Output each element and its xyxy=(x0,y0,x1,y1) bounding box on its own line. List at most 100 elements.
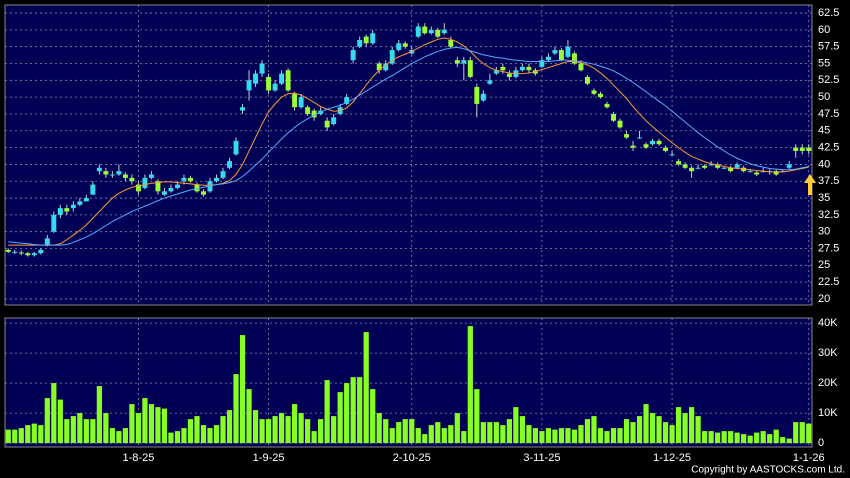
volume-bar xyxy=(305,419,311,444)
candle-body xyxy=(552,50,558,54)
candle-body xyxy=(44,238,50,246)
y-tick-label: 62.5 xyxy=(818,7,839,19)
candle-body xyxy=(415,26,421,37)
y-tick-label: 22.5 xyxy=(818,276,839,288)
volume-bar xyxy=(415,428,421,444)
volume-bar xyxy=(649,413,656,444)
volume-bar xyxy=(25,425,31,444)
candle-body xyxy=(539,60,545,67)
volume-bar xyxy=(513,407,519,444)
candle-body xyxy=(571,53,577,64)
candle-body xyxy=(506,73,512,77)
candle-body xyxy=(188,177,193,182)
y-tick-label: 42.5 xyxy=(818,142,839,154)
volume-bar xyxy=(747,435,753,444)
volume-tick-label: 30K xyxy=(818,347,838,359)
candle-body xyxy=(604,103,610,108)
volume-bar xyxy=(773,429,779,444)
volume-bar xyxy=(428,425,434,444)
candle-body xyxy=(12,251,18,253)
candle-body xyxy=(103,171,109,175)
candle-body xyxy=(682,164,688,168)
candle-body xyxy=(422,26,428,34)
candle-body xyxy=(663,147,669,151)
candle-body xyxy=(754,172,760,175)
candle-body xyxy=(806,147,812,151)
candle-body xyxy=(448,39,454,47)
volume-bar xyxy=(5,429,11,444)
volume-bar xyxy=(741,434,747,444)
y-tick-label: 60 xyxy=(818,24,830,36)
volume-bar xyxy=(767,434,773,444)
volume-bar xyxy=(487,422,493,444)
volume-bar xyxy=(519,416,525,444)
volume-bar xyxy=(181,428,187,444)
volume-bar xyxy=(578,425,584,444)
y-tick-label: 52.5 xyxy=(818,74,839,86)
volume-bar xyxy=(109,428,115,444)
volume-bar xyxy=(265,419,272,444)
candle-body xyxy=(57,208,63,215)
volume-bar xyxy=(148,404,155,444)
volume-bar xyxy=(155,407,161,444)
candle-body xyxy=(689,167,695,172)
candle-body xyxy=(578,63,584,71)
candle-body xyxy=(676,161,682,165)
volume-bar xyxy=(298,413,304,444)
candle-body xyxy=(168,187,174,192)
candle-body xyxy=(240,107,246,111)
volume-bar xyxy=(187,419,194,444)
volume-bar xyxy=(161,408,168,444)
volume-bar xyxy=(656,416,662,444)
volume-bar xyxy=(116,431,122,444)
y-tick-label: 55 xyxy=(818,57,830,69)
x-tick-label: 1-8-25 xyxy=(123,452,155,464)
volume-bar xyxy=(122,428,129,444)
y-tick-label: 30 xyxy=(818,226,830,238)
candle-body xyxy=(31,253,37,256)
candle-body xyxy=(214,177,219,182)
volume-bar xyxy=(597,428,604,444)
x-tick-label: 1-12-25 xyxy=(653,452,691,464)
candle-body xyxy=(201,191,206,195)
candle-body xyxy=(5,249,11,252)
candle-body xyxy=(734,164,740,168)
volume-bar xyxy=(259,419,265,444)
volume-bar xyxy=(57,399,63,444)
moving-average-line xyxy=(8,37,809,246)
volume-bar xyxy=(402,419,408,444)
candle-body xyxy=(630,145,636,148)
candle-body xyxy=(487,80,493,84)
volume-bar xyxy=(708,431,714,444)
volume-bar xyxy=(799,422,805,444)
candle-body xyxy=(428,29,434,34)
candle-body xyxy=(656,140,662,145)
candle-body xyxy=(773,171,779,175)
volume-bar xyxy=(38,425,44,444)
candle-body xyxy=(129,177,135,182)
candle-body xyxy=(702,165,708,168)
candle-body xyxy=(383,63,389,71)
volume-bar xyxy=(383,419,389,444)
volume-bar xyxy=(389,428,395,444)
volume-bar xyxy=(780,437,786,444)
volume-bar xyxy=(662,422,669,444)
candle-body xyxy=(363,36,369,44)
volume-bar xyxy=(370,389,376,444)
candle-body xyxy=(292,93,298,108)
candle-body xyxy=(376,63,382,71)
candle-body xyxy=(344,97,350,104)
candle-body xyxy=(285,70,291,91)
volume-bar xyxy=(142,398,148,444)
volume-bar xyxy=(90,419,96,444)
candle-body xyxy=(122,174,128,178)
candle-body xyxy=(728,167,734,172)
x-tick-label: 2-10-25 xyxy=(393,452,431,464)
candle-body xyxy=(650,140,656,145)
candle-body xyxy=(357,39,363,47)
volume-bar xyxy=(552,429,558,444)
candle-body xyxy=(441,29,447,34)
volume-bar xyxy=(669,425,675,444)
volume-bar xyxy=(135,413,142,444)
